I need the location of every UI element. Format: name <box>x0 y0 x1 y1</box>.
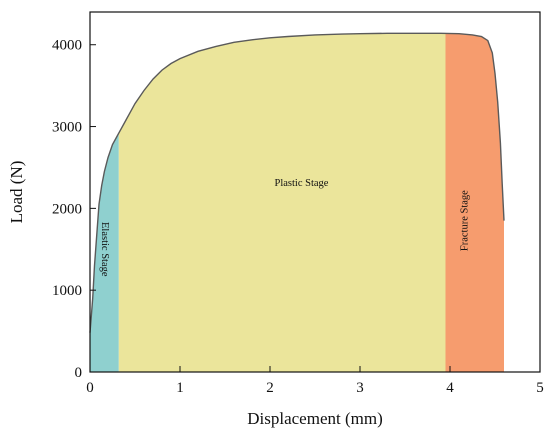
stage-label-plastic-stage: Plastic Stage <box>275 178 329 189</box>
region-fracture-stage <box>445 33 504 373</box>
load-curve-layer <box>89 32 505 333</box>
x-axis-ticks: 0 1 2 3 4 5 <box>86 366 544 396</box>
y-tick-label: 0 <box>75 365 83 381</box>
stage-labels: Elastic Stage Plastic Stage Fracture Stage <box>99 178 471 277</box>
y-tick-label: 4000 <box>52 38 82 54</box>
load-displacement-line <box>89 32 505 333</box>
x-tick-label: 3 <box>356 380 364 396</box>
y-tick-label: 2000 <box>52 201 82 217</box>
region-elastic-stage <box>90 133 119 372</box>
region-plastic-stage <box>118 33 446 373</box>
x-tick-label: 1 <box>176 380 184 396</box>
stage-label-elastic-stage: Elastic Stage <box>99 222 110 277</box>
stage-regions <box>90 33 504 373</box>
x-tick-label: 0 <box>86 380 94 396</box>
x-tick-label: 4 <box>446 380 454 396</box>
y-axis-ticks: 0 1000 2000 3000 4000 <box>52 38 96 381</box>
y-axis-title: Load (N) <box>7 161 26 224</box>
x-tick-label: 2 <box>266 380 274 396</box>
plot-frame <box>89 11 541 373</box>
stage-label-fracture-stage: Fracture Stage <box>460 190 471 251</box>
y-tick-label: 1000 <box>52 283 82 299</box>
y-tick-label: 3000 <box>52 120 82 136</box>
x-axis-title: Displacement (mm) <box>247 409 383 428</box>
x-tick-label: 5 <box>536 380 544 396</box>
